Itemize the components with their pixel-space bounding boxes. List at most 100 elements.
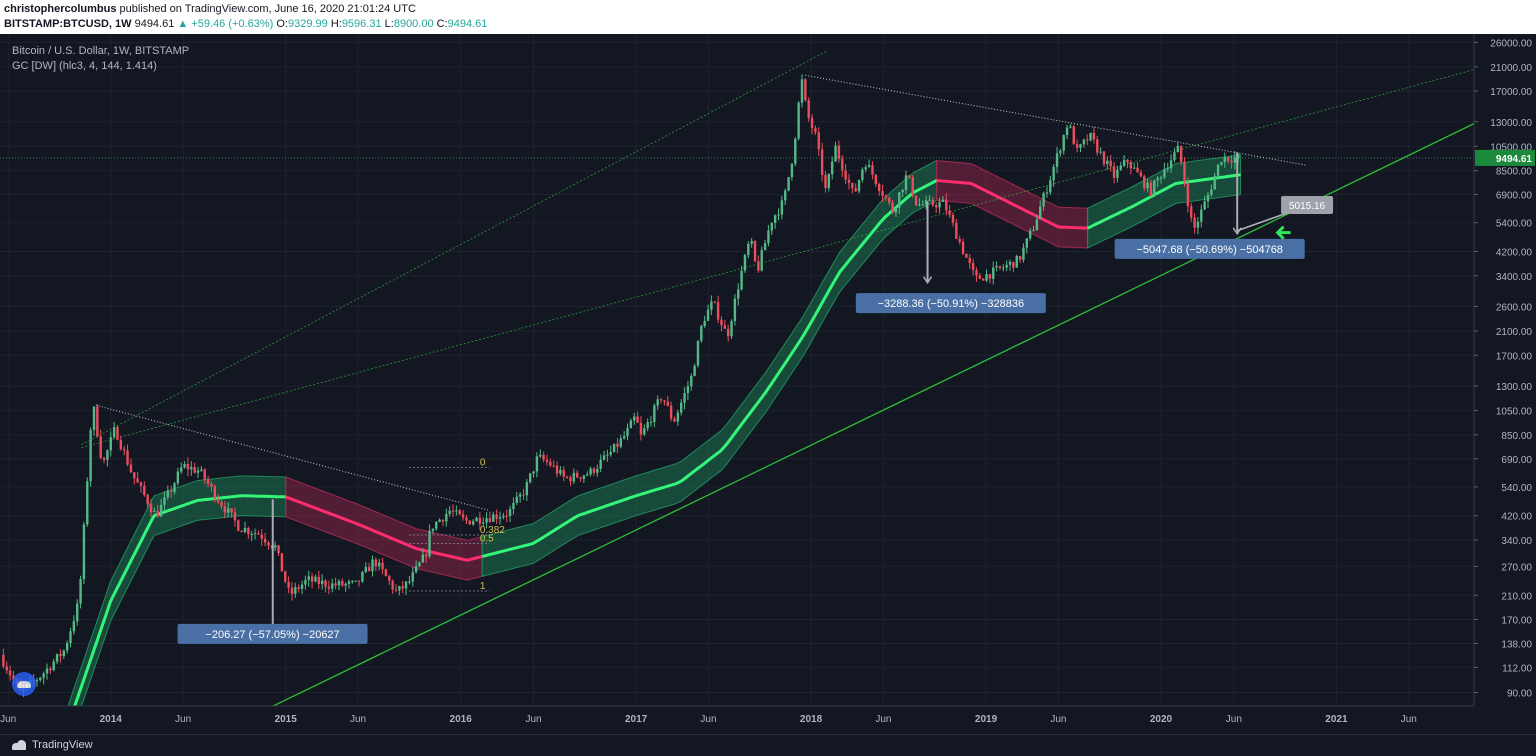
price-tick-label: 690.00 [1501, 455, 1532, 466]
candle-body [431, 528, 435, 531]
candle-body [163, 497, 166, 505]
chart-area[interactable]: 0 0.382 0.5 1 −206.27 (−57.05%) −20627 −3288.… [0, 34, 1536, 734]
legend-indicator[interactable]: GC [DW] (hlc3, 4, 144, 1.414) [12, 60, 157, 72]
candle-body [411, 572, 414, 582]
candle-body [898, 192, 901, 208]
candle-body [1028, 230, 1032, 239]
candle-body [1223, 157, 1226, 163]
candle-body [1226, 157, 1230, 161]
candle-body [1136, 167, 1139, 173]
candle-body [713, 301, 716, 303]
trendline-3 [81, 51, 827, 446]
candle-body [488, 518, 492, 522]
candle-body [153, 511, 156, 513]
chart-legend: Bitcoin / U.S. Dollar, 1W, BITSTAMP GC [… [12, 44, 189, 74]
candle-body [639, 422, 643, 435]
time-tick-label: 2021 [1325, 714, 1348, 725]
candle-body [213, 486, 216, 499]
candle-body [116, 427, 119, 440]
price-tick-label: 1700.00 [1496, 351, 1533, 362]
time-tick-label: Jun [1401, 714, 1417, 725]
candle-body [649, 421, 653, 423]
candle-body [1193, 217, 1196, 228]
candle-body [908, 175, 911, 178]
candle-body [945, 199, 948, 211]
candle-body [1102, 151, 1106, 164]
candle-body [334, 583, 337, 586]
candle-body [1119, 165, 1122, 170]
footer-brand[interactable]: TradingView [12, 739, 93, 751]
candle-body [760, 250, 763, 271]
candle-body [867, 165, 871, 168]
candle-body [955, 222, 958, 239]
candle-body [146, 495, 149, 505]
candle-body [96, 406, 99, 437]
candle-body [468, 520, 472, 525]
time-tick-label: 2019 [975, 714, 998, 725]
candle-body [985, 274, 988, 281]
candle-body [616, 443, 619, 447]
candle-body [1149, 182, 1153, 196]
candle-body [586, 474, 589, 476]
candle-body [455, 510, 458, 512]
candle-body [1169, 160, 1173, 169]
drop-arrowhead-1 [922, 276, 933, 285]
candle-body [1203, 201, 1206, 210]
candle-body [935, 205, 938, 208]
candle-body [918, 204, 921, 206]
time-tick-label: Jun [700, 714, 716, 725]
candle-body [1166, 168, 1169, 170]
candle-body [220, 502, 223, 507]
candle-body [1055, 153, 1059, 167]
footer-bar: TradingView [0, 734, 1536, 756]
candle-body [79, 579, 82, 604]
target-pointer [1237, 212, 1288, 232]
candle-body [978, 275, 982, 279]
candle-body [938, 202, 941, 208]
publish-header: christophercolumbus published on Trading… [0, 0, 1536, 34]
candle-body [371, 559, 374, 572]
price-tick-label: 340.00 [1501, 536, 1532, 547]
candle-body [928, 199, 931, 201]
candle-body [777, 214, 780, 216]
candle-body [1035, 219, 1039, 231]
candle-body [49, 668, 52, 671]
candle-body [1146, 182, 1149, 189]
candle-body [1159, 177, 1163, 179]
candle-body [495, 514, 498, 519]
candle-body [958, 238, 961, 242]
gc-band [67, 154, 1242, 706]
candle-body [341, 581, 344, 586]
candle-body [555, 465, 559, 474]
price-change: ▲ +59.46 (+0.63%) [177, 18, 274, 30]
author-name[interactable]: christophercolumbus [4, 3, 117, 15]
candle-body [324, 580, 327, 587]
candle-body [1059, 150, 1062, 154]
candle-body [388, 576, 391, 581]
candle-body [139, 482, 143, 486]
candle-body [196, 470, 200, 473]
target-label-box [1281, 195, 1334, 214]
candle-body [82, 524, 86, 580]
candle-body [773, 215, 777, 223]
price-tick-label: 17000.00 [1490, 87, 1532, 98]
candle-body [156, 511, 159, 517]
candle-body [471, 521, 475, 525]
candle-body [726, 328, 730, 337]
candle-body [884, 195, 888, 198]
candle-body [243, 527, 247, 533]
candle-body [126, 450, 129, 465]
plot-background [0, 34, 1474, 706]
candle-body [1045, 192, 1049, 194]
candle-body [1018, 256, 1022, 260]
candle-body [133, 472, 136, 479]
candle-body [794, 138, 797, 164]
candle-body [663, 400, 666, 402]
candle-body [784, 190, 787, 201]
price-tick-label: 90.00 [1507, 688, 1532, 699]
candle-body [1210, 189, 1213, 195]
candle-body [1230, 160, 1233, 163]
candle-body [143, 485, 146, 496]
candle-body [864, 167, 867, 170]
